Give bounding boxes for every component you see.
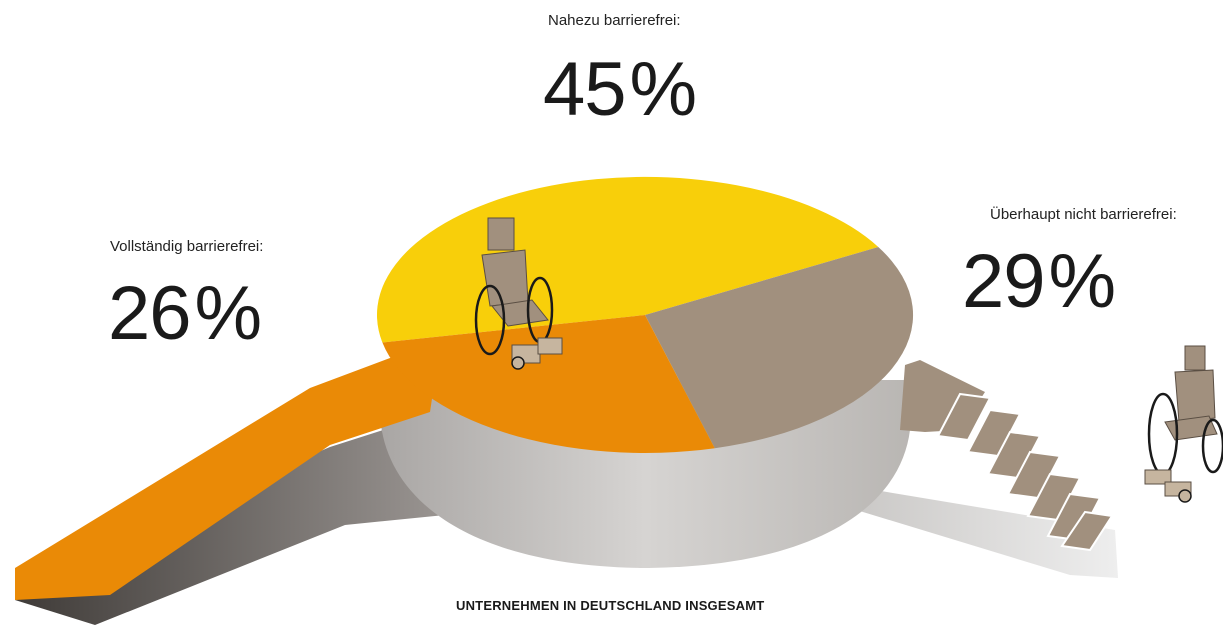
slice-label-nahezu: Nahezu barrierefrei: <box>548 12 681 29</box>
percent-sign: % <box>194 271 263 356</box>
slice-value-nahezu: 45% <box>543 46 698 133</box>
slice-label-vollstaendig: Vollständig barrierefrei: <box>110 238 264 255</box>
pie-slice <box>382 315 715 453</box>
stairs-shadow <box>840 490 1118 578</box>
ramp-top <box>15 345 440 600</box>
pie-slices <box>376 176 914 453</box>
percent-sign: % <box>629 47 698 132</box>
value-text: 29 <box>962 239 1046 324</box>
slice-value-vollstaendig: 26% <box>108 270 263 357</box>
wheelchair-icon <box>474 217 563 370</box>
value-text: 26 <box>108 271 192 356</box>
pie-slice <box>645 247 914 449</box>
value-text: 45 <box>543 47 627 132</box>
wheelchair-icon-right <box>1144 345 1223 503</box>
slice-value-nicht: 29% <box>962 238 1117 325</box>
percent-sign: % <box>1048 239 1117 324</box>
slice-label-nicht: Überhaupt nicht barrierefrei: <box>990 206 1177 223</box>
chart-footer-title: UNTERNEHMEN IN DEUTSCHLAND INSGESAMT <box>456 598 765 613</box>
stairs <box>936 392 1114 552</box>
